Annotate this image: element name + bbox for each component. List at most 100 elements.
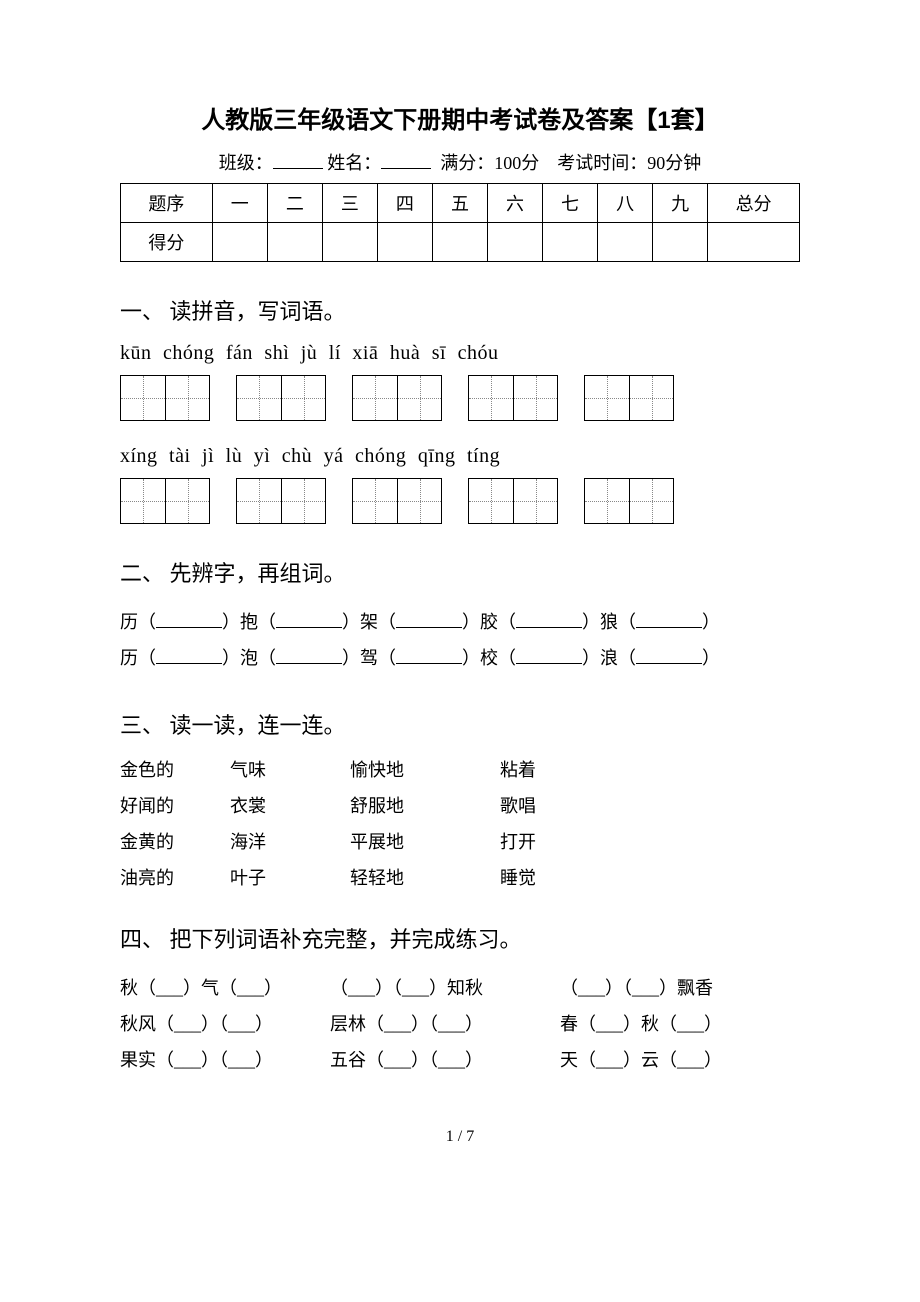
blank[interactable]: [396, 610, 462, 628]
blank[interactable]: [276, 610, 342, 628]
match-cell: 睡觉: [500, 864, 600, 890]
th: 四: [377, 184, 432, 223]
answer-box-row: [120, 375, 800, 421]
char-box-pair[interactable]: [236, 375, 326, 421]
th: 六: [487, 184, 542, 223]
full-value: 100分: [494, 153, 539, 173]
name-label: 姓名：: [327, 153, 381, 173]
td[interactable]: [708, 223, 800, 262]
char-box-pair[interactable]: [584, 375, 674, 421]
match-cell: 气味: [230, 756, 350, 782]
char: 浪: [600, 648, 618, 668]
answer-box-row: [120, 478, 800, 524]
char: 抱: [240, 612, 258, 632]
class-label: 班级：: [219, 153, 273, 173]
match-cell: 粘着: [500, 756, 600, 782]
class-blank[interactable]: [273, 151, 323, 169]
blank[interactable]: [516, 610, 582, 628]
td[interactable]: [487, 223, 542, 262]
score-table: 题序 一 二 三 四 五 六 七 八 九 总分 得分: [120, 183, 800, 262]
td[interactable]: [377, 223, 432, 262]
char: 狼: [600, 612, 618, 632]
match-cell: 衣裳: [230, 792, 350, 818]
blank[interactable]: [156, 610, 222, 628]
char: 历: [120, 648, 138, 668]
char: 驾: [360, 648, 378, 668]
char-box-pair[interactable]: [584, 478, 674, 524]
q2-line: 历（）泡（）驾（）校（）浪（）: [120, 640, 800, 676]
char: 胶: [480, 612, 498, 632]
char: 泡: [240, 648, 258, 668]
match-cell: 金黄的: [120, 828, 230, 854]
match-cell: 歌唱: [500, 792, 600, 818]
td[interactable]: [653, 223, 708, 262]
td[interactable]: [212, 223, 267, 262]
table-row: 题序 一 二 三 四 五 六 七 八 九 总分: [121, 184, 800, 223]
blank[interactable]: [636, 646, 702, 664]
match-cell: 油亮的: [120, 864, 230, 890]
th: 二: [267, 184, 322, 223]
q4-cell: （___）（___）知秋: [330, 970, 560, 1006]
q1-heading: 一、 读拼音，写词语。: [120, 294, 800, 326]
match-cell: 叶子: [230, 864, 350, 890]
char-box-pair[interactable]: [120, 375, 210, 421]
th: 题序: [121, 184, 213, 223]
q3-heading: 三、 读一读，连一连。: [120, 708, 800, 740]
q4-heading: 四、 把下列词语补充完整，并完成练习。: [120, 922, 800, 954]
char-box-pair[interactable]: [120, 478, 210, 524]
q2-heading: 二、 先辨字，再组词。: [120, 556, 800, 588]
char: 架: [360, 612, 378, 632]
table-row: 得分: [121, 223, 800, 262]
q4-row: 果实（___）（___） 五谷（___）（___） 天（___）云（___）: [120, 1042, 800, 1078]
q4-cell: 秋风（___）（___）: [120, 1006, 330, 1042]
blank[interactable]: [156, 646, 222, 664]
th: 九: [653, 184, 708, 223]
td: 得分: [121, 223, 213, 262]
th: 七: [543, 184, 598, 223]
name-blank[interactable]: [381, 151, 431, 169]
q2-line: 历（）抱（）架（）胶（）狼（）: [120, 604, 800, 640]
q4-cell: 五谷（___）（___）: [330, 1042, 560, 1078]
blank[interactable]: [636, 610, 702, 628]
time-label: 考试时间：: [557, 153, 647, 173]
td[interactable]: [598, 223, 653, 262]
exam-info: 班级： 姓名： 满分：100分 考试时间：90分钟: [120, 149, 800, 175]
char: 校: [480, 648, 498, 668]
pinyin-line: xíng tài jì lù yì chù yá chóng qīng tíng: [120, 445, 800, 468]
match-grid: 金色的气味愉快地粘着 好闻的衣裳舒服地歌唱 金黄的海洋平展地打开 油亮的叶子轻轻…: [120, 756, 800, 890]
char-box-pair[interactable]: [468, 375, 558, 421]
char-box-pair[interactable]: [468, 478, 558, 524]
match-cell: 平展地: [350, 828, 500, 854]
th: 三: [322, 184, 377, 223]
q4-cell: 天（___）云（___）: [560, 1042, 800, 1078]
match-cell: 海洋: [230, 828, 350, 854]
match-cell: 好闻的: [120, 792, 230, 818]
match-cell: 愉快地: [350, 756, 500, 782]
td[interactable]: [322, 223, 377, 262]
td[interactable]: [267, 223, 322, 262]
td[interactable]: [432, 223, 487, 262]
th: 一: [212, 184, 267, 223]
th: 总分: [708, 184, 800, 223]
char-box-pair[interactable]: [352, 478, 442, 524]
match-cell: 金色的: [120, 756, 230, 782]
q4-cell: 果实（___）（___）: [120, 1042, 330, 1078]
th: 五: [432, 184, 487, 223]
q4-cell: （___）（___）飘香: [560, 970, 800, 1006]
full-label: 满分：: [440, 153, 494, 173]
blank[interactable]: [396, 646, 462, 664]
blank[interactable]: [516, 646, 582, 664]
time-value: 90分钟: [647, 153, 701, 173]
th: 八: [598, 184, 653, 223]
match-cell: 轻轻地: [350, 864, 500, 890]
char-box-pair[interactable]: [236, 478, 326, 524]
match-cell: 舒服地: [350, 792, 500, 818]
q4-row: 秋风（___）（___） 层林（___）（___） 春（___）秋（___）: [120, 1006, 800, 1042]
td[interactable]: [543, 223, 598, 262]
char: 历: [120, 612, 138, 632]
match-cell: 打开: [500, 828, 600, 854]
q4-row: 秋（___）气（___） （___）（___）知秋 （___）（___）飘香: [120, 970, 800, 1006]
char-box-pair[interactable]: [352, 375, 442, 421]
blank[interactable]: [276, 646, 342, 664]
page-number: 1 / 7: [120, 1128, 800, 1146]
